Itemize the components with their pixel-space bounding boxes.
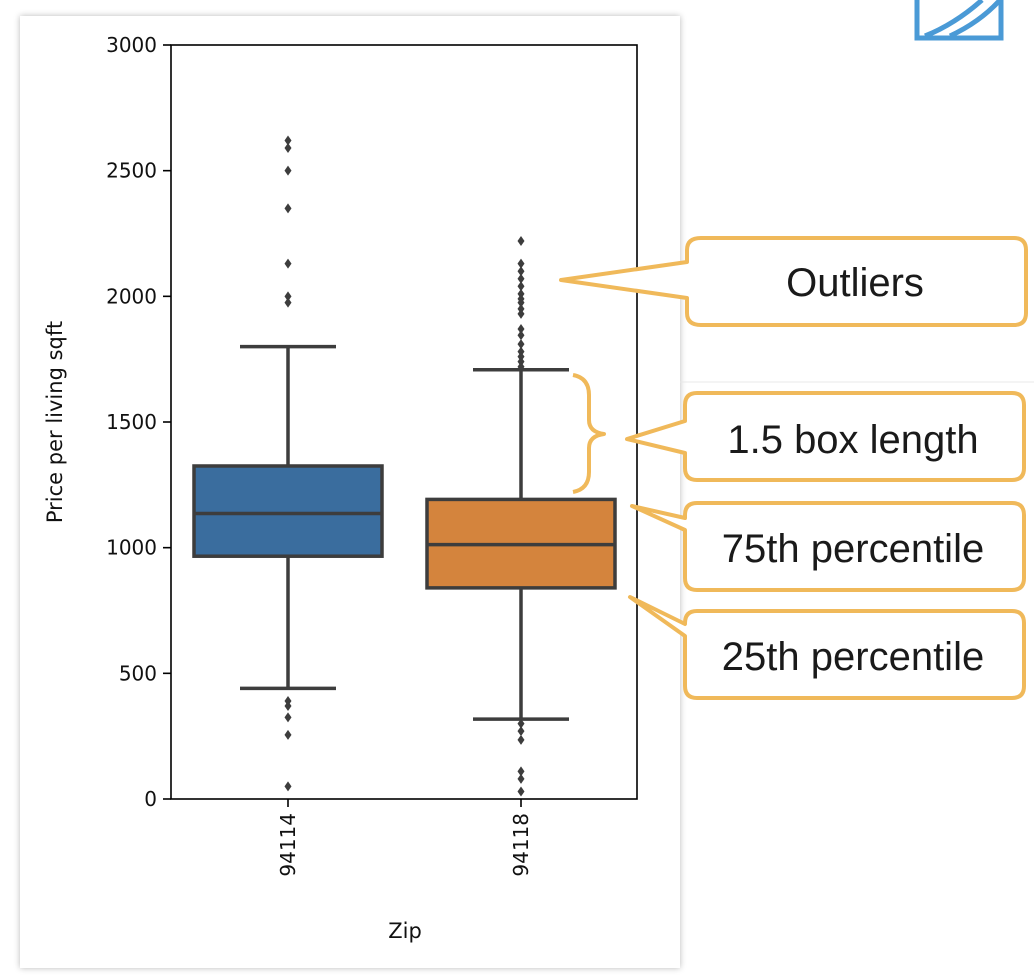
brace-mark (572, 373, 606, 494)
outlier-point (517, 324, 525, 335)
q1-label: 25th percentile (722, 635, 984, 679)
outliers-callout (559, 236, 1028, 327)
outlier-point (517, 786, 525, 797)
plot-frame (170, 44, 638, 800)
outlier-point (517, 734, 525, 745)
y-axis-label: Price per living sqft (43, 321, 67, 523)
y-tick-label: 3000 (106, 33, 157, 57)
box-length-callout (625, 391, 1026, 482)
outlier-point (517, 266, 525, 277)
outlier-point (284, 701, 292, 712)
annotations: Outliers 1.5 box length 75th percentile … (559, 236, 1028, 700)
x-tick-label: 94118 (509, 813, 533, 877)
q3-callout (630, 501, 1026, 592)
y-tick-label: 2000 (106, 284, 157, 308)
q1-callout (628, 595, 1026, 700)
outlier-point (517, 346, 525, 357)
box-group-94118 (425, 236, 617, 797)
logo-icon (914, 0, 1004, 41)
outlier-point (284, 165, 292, 176)
box-group-94114 (192, 135, 384, 792)
q3-label: 75th percentile (722, 527, 984, 571)
outlier-point (517, 361, 525, 372)
outlier-point (284, 258, 292, 269)
outlier-point (517, 288, 525, 299)
y-tick-label: 2500 (106, 159, 157, 183)
outlier-point (517, 330, 525, 341)
outlier-point (284, 291, 292, 302)
outlier-point (517, 308, 525, 319)
outlier-point (284, 297, 292, 308)
outlier-point (517, 356, 525, 367)
outlier-point (517, 281, 525, 292)
outlier-point (517, 351, 525, 362)
outlier-point (517, 766, 525, 777)
box-iqr (192, 464, 384, 558)
outlier-point (517, 258, 525, 269)
outlier-point (517, 718, 525, 729)
outlier-point (284, 143, 292, 154)
outlier-point (517, 726, 525, 737)
outlier-point (284, 135, 292, 146)
y-tick-label: 0 (144, 787, 157, 811)
outlier-point (517, 773, 525, 784)
outlier-point (517, 339, 525, 350)
outlier-point (284, 729, 292, 740)
outlier-point (517, 236, 525, 247)
outlier-point (517, 303, 525, 314)
outlier-point (284, 712, 292, 723)
outlier-point (517, 273, 525, 284)
y-tick-label: 1000 (106, 536, 157, 560)
box-length-label: 1.5 box length (727, 418, 978, 462)
x-axis-label: Zip (388, 919, 422, 943)
outlier-point (284, 203, 292, 214)
y-tick-label: 500 (119, 661, 157, 685)
outlier-point (284, 781, 292, 792)
outlier-point (284, 695, 292, 706)
y-tick-label: 1500 (106, 410, 157, 434)
x-tick-label: 94114 (276, 813, 300, 877)
plot-area (192, 135, 617, 797)
outlier-point (517, 297, 525, 308)
axes: 0 500 1000 1500 2000 2500 3000 94114 94118 (106, 33, 638, 877)
outliers-label: Outliers (786, 261, 924, 305)
